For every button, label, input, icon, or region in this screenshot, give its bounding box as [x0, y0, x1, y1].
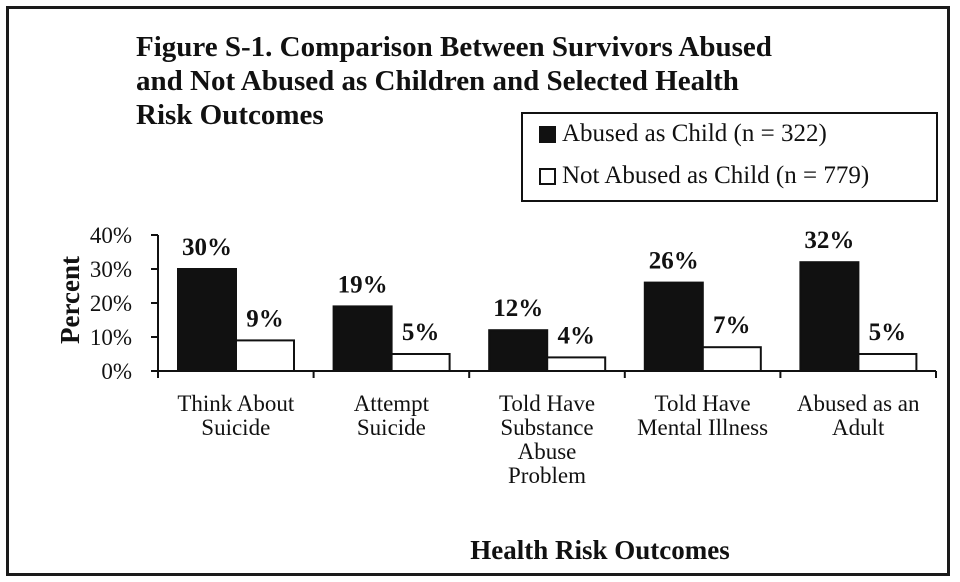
legend-swatch-not-abused — [539, 167, 556, 185]
bar-not-abused — [235, 339, 295, 372]
bar-abused — [332, 305, 393, 372]
legend-swatch-abused — [539, 125, 556, 143]
legend: Abused as Child (n = 322) Not Abused as … — [521, 112, 938, 202]
chart-frame — [6, 6, 950, 576]
bar-not-abused — [546, 356, 607, 372]
data-label-abused: 30% — [182, 234, 232, 261]
data-label-not-abused: 7% — [713, 312, 751, 339]
chart-title: Figure S-1. Comparison Between Survivors… — [136, 31, 772, 131]
data-label-not-abused: 4% — [557, 322, 595, 349]
y-tick-label: 0% — [101, 359, 132, 384]
y-tick-label: 10% — [90, 325, 132, 350]
legend-label-not-abused: Not Abused as Child (n = 779) — [562, 162, 870, 189]
legend-label-abused: Abused as Child (n = 322) — [562, 120, 827, 147]
data-label-abused: 19% — [338, 271, 388, 298]
bar-abused — [799, 261, 860, 373]
data-label-not-abused: 5% — [402, 319, 440, 346]
x-tick-label: Think About Suicide — [177, 391, 295, 440]
bar-not-abused — [857, 353, 918, 372]
bar-not-abused — [390, 353, 451, 372]
y-tick-label: 30% — [90, 257, 132, 282]
x-tick-label: Abused as an Adult — [796, 391, 920, 440]
data-label-abused: 32% — [804, 227, 854, 254]
data-label-not-abused: 9% — [246, 305, 284, 332]
y-tick-label: 20% — [90, 291, 132, 316]
data-label-abused: 12% — [493, 295, 543, 322]
bar-abused — [177, 268, 237, 372]
x-tick-label: Told Have Mental Illness — [637, 391, 769, 440]
legend-item-abused: Abused as Child (n = 322) — [539, 120, 827, 148]
y-tick-label: 40% — [90, 223, 132, 248]
x-tick-label: Told Have Substance Abuse Problem — [498, 391, 596, 488]
x-tick-label: Attempt Suicide — [353, 391, 430, 440]
data-label-abused: 26% — [649, 248, 699, 275]
bar-not-abused — [701, 346, 762, 373]
data-label-not-abused: 5% — [869, 319, 907, 346]
bar-abused — [643, 281, 704, 373]
legend-item-not-abused: Not Abused as Child (n = 779) — [539, 162, 869, 190]
x-axis-label: Health Risk Outcomes — [470, 535, 730, 565]
bar-abused — [488, 329, 549, 373]
